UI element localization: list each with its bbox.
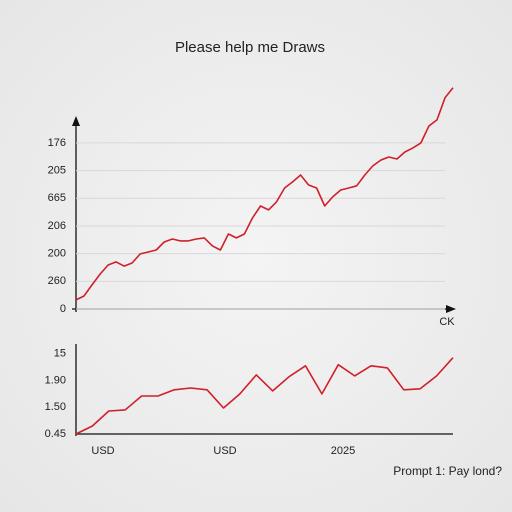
chart-title: Please help me Draws	[175, 39, 325, 56]
y-tick-label: 0	[60, 303, 66, 315]
x-axis-label: CK	[439, 316, 455, 328]
y-tick-label: 206	[48, 220, 66, 232]
axis-arrow	[446, 305, 456, 313]
footer: Prompt 1: Pay lond?	[393, 464, 502, 478]
y-tick-label: 15	[54, 348, 66, 360]
y-tick-label: 0.45	[45, 428, 66, 440]
data-line	[75, 87, 454, 301]
y-tick-label: 1.50	[45, 401, 66, 413]
axis-arrow	[72, 116, 80, 126]
x-tick-label: 2025	[331, 445, 355, 457]
y-tick-label: 260	[48, 275, 66, 287]
y-tick-label: 176	[48, 137, 66, 149]
y-tick-label: 205	[48, 164, 66, 176]
y-tick-label: 665	[48, 192, 66, 204]
data-line	[75, 357, 454, 435]
y-tick-label: 200	[48, 248, 66, 260]
x-tick-label: USD	[213, 445, 236, 457]
x-tick-label: USD	[91, 445, 114, 457]
y-tick-label: 1.90	[45, 374, 66, 386]
